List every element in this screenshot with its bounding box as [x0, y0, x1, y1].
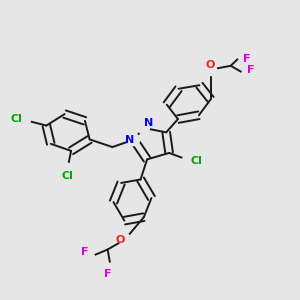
Text: Cl: Cl: [10, 114, 22, 124]
Text: Cl: Cl: [190, 156, 202, 166]
Circle shape: [182, 153, 199, 169]
Text: O: O: [206, 60, 215, 70]
Circle shape: [105, 263, 117, 275]
Circle shape: [205, 64, 217, 76]
Text: N: N: [124, 135, 134, 145]
Circle shape: [119, 234, 131, 245]
Text: F: F: [247, 65, 255, 75]
Text: N: N: [143, 118, 153, 128]
Circle shape: [237, 48, 249, 60]
Circle shape: [59, 163, 75, 180]
Circle shape: [128, 134, 140, 146]
Circle shape: [83, 252, 94, 263]
Text: F: F: [103, 269, 111, 279]
Text: F: F: [243, 54, 250, 64]
Text: F: F: [81, 248, 89, 257]
Text: O: O: [116, 235, 125, 244]
Circle shape: [138, 122, 149, 134]
Circle shape: [241, 69, 253, 81]
Circle shape: [14, 111, 31, 128]
Text: Cl: Cl: [61, 172, 73, 182]
